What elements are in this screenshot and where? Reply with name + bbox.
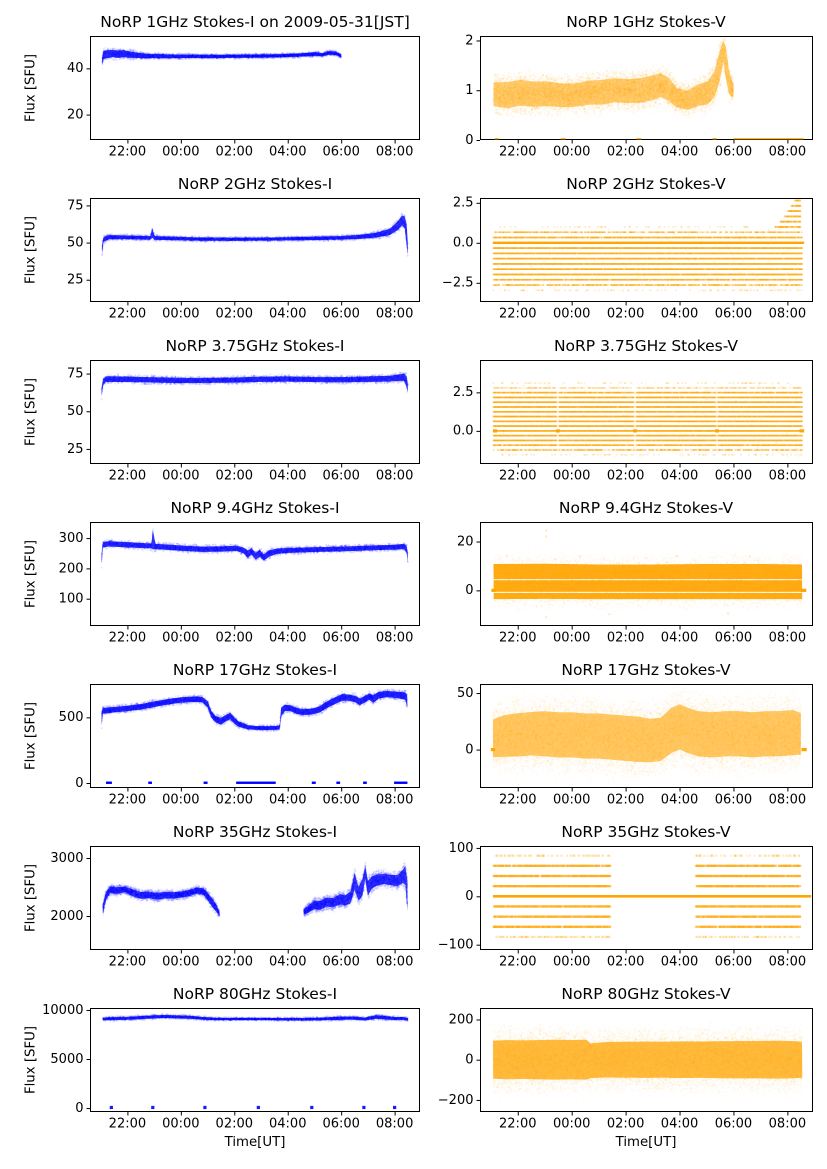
subplot-title-35ghz-i: NoRP 35GHz Stokes-I <box>172 823 338 841</box>
subplot-title-35ghz-v: NoRP 35GHz Stokes-V <box>561 823 731 841</box>
ylabel-flux-row5: Flux [SFU] <box>23 701 39 771</box>
subplot-title-9.4ghz-i: NoRP 9.4GHz Stokes-I <box>170 499 340 517</box>
subplot-title-80ghz-i: NoRP 80GHz Stokes-I <box>172 985 338 1003</box>
subplot-title-2ghz-i: NoRP 2GHz Stokes-I <box>177 175 333 193</box>
ylabel-flux-row2: Flux [SFU] <box>23 215 39 285</box>
subplot-title-3.75ghz-i: NoRP 3.75GHz Stokes-I <box>165 337 345 355</box>
subplot-title-17ghz-v: NoRP 17GHz Stokes-V <box>561 661 731 679</box>
subplot-title-1ghz-v: NoRP 1GHz Stokes-V <box>566 13 726 31</box>
ylabel-flux-row1: Flux [SFU] <box>23 53 39 123</box>
subplot-title-1ghz-i: NoRP 1GHz Stokes-I on 2009-05-31[JST] <box>100 13 410 31</box>
subplot-title-80ghz-v: NoRP 80GHz Stokes-V <box>561 985 731 1003</box>
subplot-title-2ghz-v: NoRP 2GHz Stokes-V <box>566 175 726 193</box>
subplot-title-3.75ghz-v: NoRP 3.75GHz Stokes-V <box>553 337 739 355</box>
xlabel-time-left: Time[UT] <box>224 1135 286 1150</box>
subplot-title-17ghz-i: NoRP 17GHz Stokes-I <box>172 661 338 679</box>
ylabel-flux-row3: Flux [SFU] <box>23 377 39 447</box>
ylabel-flux-row4: Flux [SFU] <box>23 539 39 609</box>
xlabel-time-right: Time[UT] <box>615 1135 677 1150</box>
ylabel-flux-row6: Flux [SFU] <box>23 863 39 933</box>
subplot-title-9.4ghz-v: NoRP 9.4GHz Stokes-V <box>558 499 734 517</box>
ylabel-flux-row7: Flux [SFU] <box>23 1025 39 1095</box>
